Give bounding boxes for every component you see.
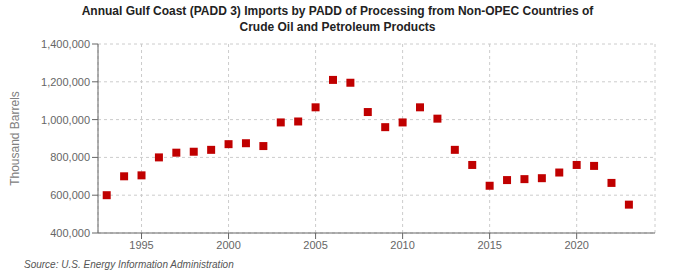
svg-text:Thousand Barrels: Thousand Barrels: [8, 91, 22, 186]
svg-text:2005: 2005: [303, 239, 327, 251]
svg-text:1,000,000: 1,000,000: [41, 114, 90, 126]
svg-text:2020: 2020: [564, 239, 588, 251]
svg-text:400,000: 400,000: [50, 227, 90, 239]
svg-text:1,400,000: 1,400,000: [41, 38, 90, 50]
svg-text:2015: 2015: [477, 239, 501, 251]
svg-text:2010: 2010: [390, 239, 414, 251]
svg-text:2000: 2000: [216, 239, 240, 251]
svg-text:800,000: 800,000: [50, 151, 90, 163]
html-text:Annual Gulf Coast (PADD 3) Imp: Annual Gulf Coast (PADD 3) Imports by PA…: [81, 4, 594, 34]
svg-text:600,000: 600,000: [50, 189, 90, 201]
svg-text:1995: 1995: [129, 239, 153, 251]
html-text:Source: U.S. Energy Informatio: Source: U.S. Energy Information Administ…: [24, 259, 234, 270]
svg-text:1,200,000: 1,200,000: [41, 76, 90, 88]
